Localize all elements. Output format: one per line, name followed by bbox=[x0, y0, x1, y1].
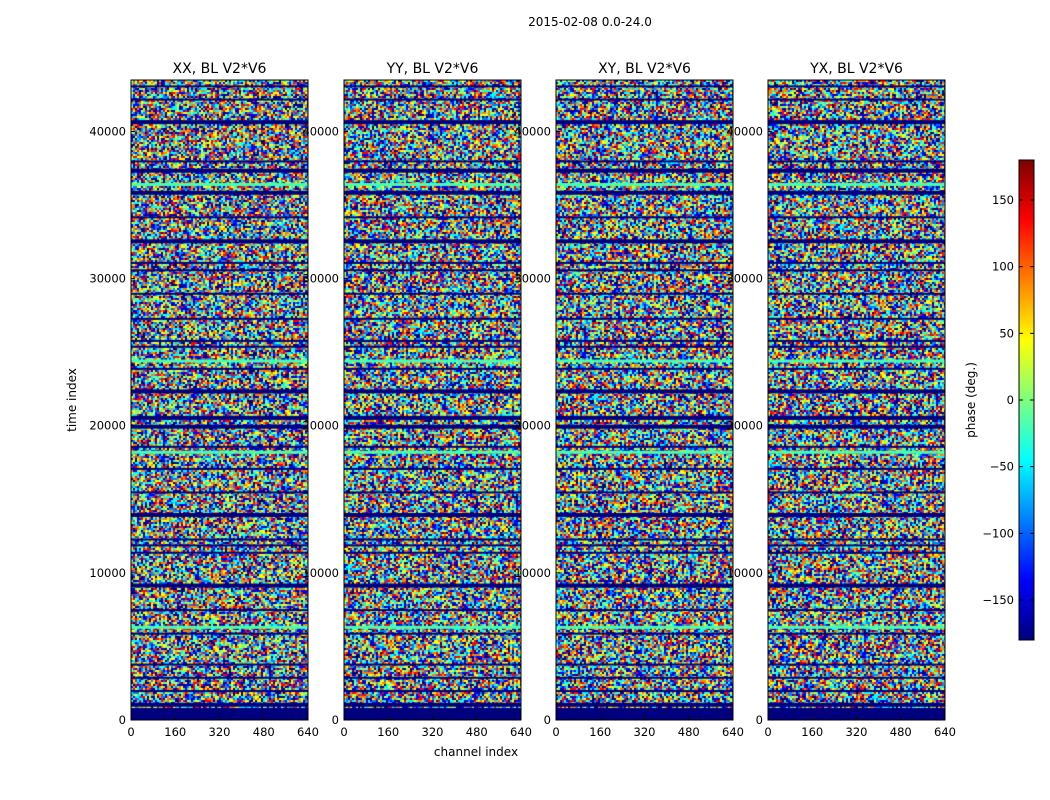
panel-2: XY, BL V2*V6 0 160 320 480 640 0 10000 20000 3000… bbox=[514, 61, 744, 739]
x-tick-label: 480 bbox=[678, 725, 700, 739]
panels-group: XX, BL V2*V6 0 160 320 480 640 0 10000 20000 3000… bbox=[89, 61, 956, 739]
y-tick-label: 10000 bbox=[726, 566, 763, 580]
y-axis-label: time index bbox=[65, 368, 79, 432]
phase-heatmap-image bbox=[131, 80, 308, 720]
colorbar: −150 −100 −50 0 50 100 150 phase (deg.) bbox=[964, 159, 1035, 641]
colorbar-label: phase (deg.) bbox=[964, 362, 978, 438]
x-tick-label: 640 bbox=[934, 725, 956, 739]
x-tick-label: 640 bbox=[722, 725, 744, 739]
x-tick-label: 160 bbox=[801, 725, 823, 739]
y-tick-label: 20000 bbox=[89, 419, 126, 433]
y-tick-label: 10000 bbox=[89, 566, 126, 580]
x-tick-label: 640 bbox=[297, 725, 319, 739]
colorbar-tick-label: −150 bbox=[982, 593, 1014, 607]
y-tick-label: 10000 bbox=[514, 566, 551, 580]
x-tick-label: 480 bbox=[253, 725, 275, 739]
panel-title: XX, BL V2*V6 bbox=[173, 61, 267, 77]
y-tick-label: 20000 bbox=[726, 419, 763, 433]
x-axis-label: channel index bbox=[434, 745, 518, 759]
y-tick-label: 20000 bbox=[514, 419, 551, 433]
y-tick-label: 10000 bbox=[302, 566, 339, 580]
y-tick-label: 40000 bbox=[514, 124, 551, 138]
x-tick-label: 320 bbox=[209, 725, 231, 739]
y-tick-label: 30000 bbox=[302, 272, 339, 286]
panel-3: YX, BL V2*V6 0 160 320 480 640 0 10000 20000 3000… bbox=[726, 61, 956, 739]
y-tick-label: 0 bbox=[119, 713, 126, 727]
panel-title: YX, BL V2*V6 bbox=[809, 61, 903, 77]
panel-0: XX, BL V2*V6 0 160 320 480 640 0 10000 20000 3000… bbox=[89, 61, 319, 739]
colorbar-tick-label: −100 bbox=[982, 526, 1014, 540]
x-tick-label: 0 bbox=[552, 725, 559, 739]
x-tick-label: 160 bbox=[589, 725, 611, 739]
colorbar-tick-label: 150 bbox=[992, 193, 1014, 207]
x-tick-label: 0 bbox=[764, 725, 771, 739]
x-tick-label: 0 bbox=[340, 725, 347, 739]
y-tick-label: 0 bbox=[332, 713, 339, 727]
y-tick-label: 30000 bbox=[514, 272, 551, 286]
y-tick-label: 0 bbox=[544, 713, 551, 727]
panel-title: XY, BL V2*V6 bbox=[598, 61, 691, 77]
phase-heatmap-image bbox=[556, 80, 733, 720]
x-tick-label: 480 bbox=[890, 725, 912, 739]
x-tick-label: 320 bbox=[846, 725, 868, 739]
colorbar-tick-label: 100 bbox=[992, 260, 1014, 274]
x-tick-label: 160 bbox=[164, 725, 186, 739]
colorbar-tick-label: 0 bbox=[1007, 393, 1014, 407]
x-tick-label: 320 bbox=[634, 725, 656, 739]
x-tick-label: 320 bbox=[422, 725, 444, 739]
suptitle: 2015-02-08 0.0-24.0 bbox=[528, 15, 652, 29]
x-tick-label: 640 bbox=[510, 725, 532, 739]
colorbar-tick-label: 50 bbox=[999, 326, 1014, 340]
y-tick-label: 40000 bbox=[726, 124, 763, 138]
colorbar-tick-label: −50 bbox=[990, 460, 1014, 474]
panel-title: YY, BL V2*V6 bbox=[386, 61, 479, 77]
x-tick-label: 160 bbox=[377, 725, 399, 739]
phase-heatmap-image bbox=[768, 80, 945, 720]
y-tick-label: 40000 bbox=[302, 124, 339, 138]
phase-heatmap-image bbox=[344, 80, 521, 720]
panel-1: YY, BL V2*V6 0 160 320 480 640 0 10000 20000 3000… bbox=[302, 61, 532, 739]
x-tick-label: 0 bbox=[127, 725, 134, 739]
y-tick-label: 30000 bbox=[89, 272, 126, 286]
colorbar-ticks: −150 −100 −50 0 50 100 150 bbox=[982, 193, 1034, 607]
y-tick-label: 0 bbox=[756, 713, 763, 727]
x-tick-label: 480 bbox=[466, 725, 488, 739]
y-tick-label: 20000 bbox=[302, 419, 339, 433]
y-tick-label: 30000 bbox=[726, 272, 763, 286]
y-tick-label: 40000 bbox=[89, 124, 126, 138]
